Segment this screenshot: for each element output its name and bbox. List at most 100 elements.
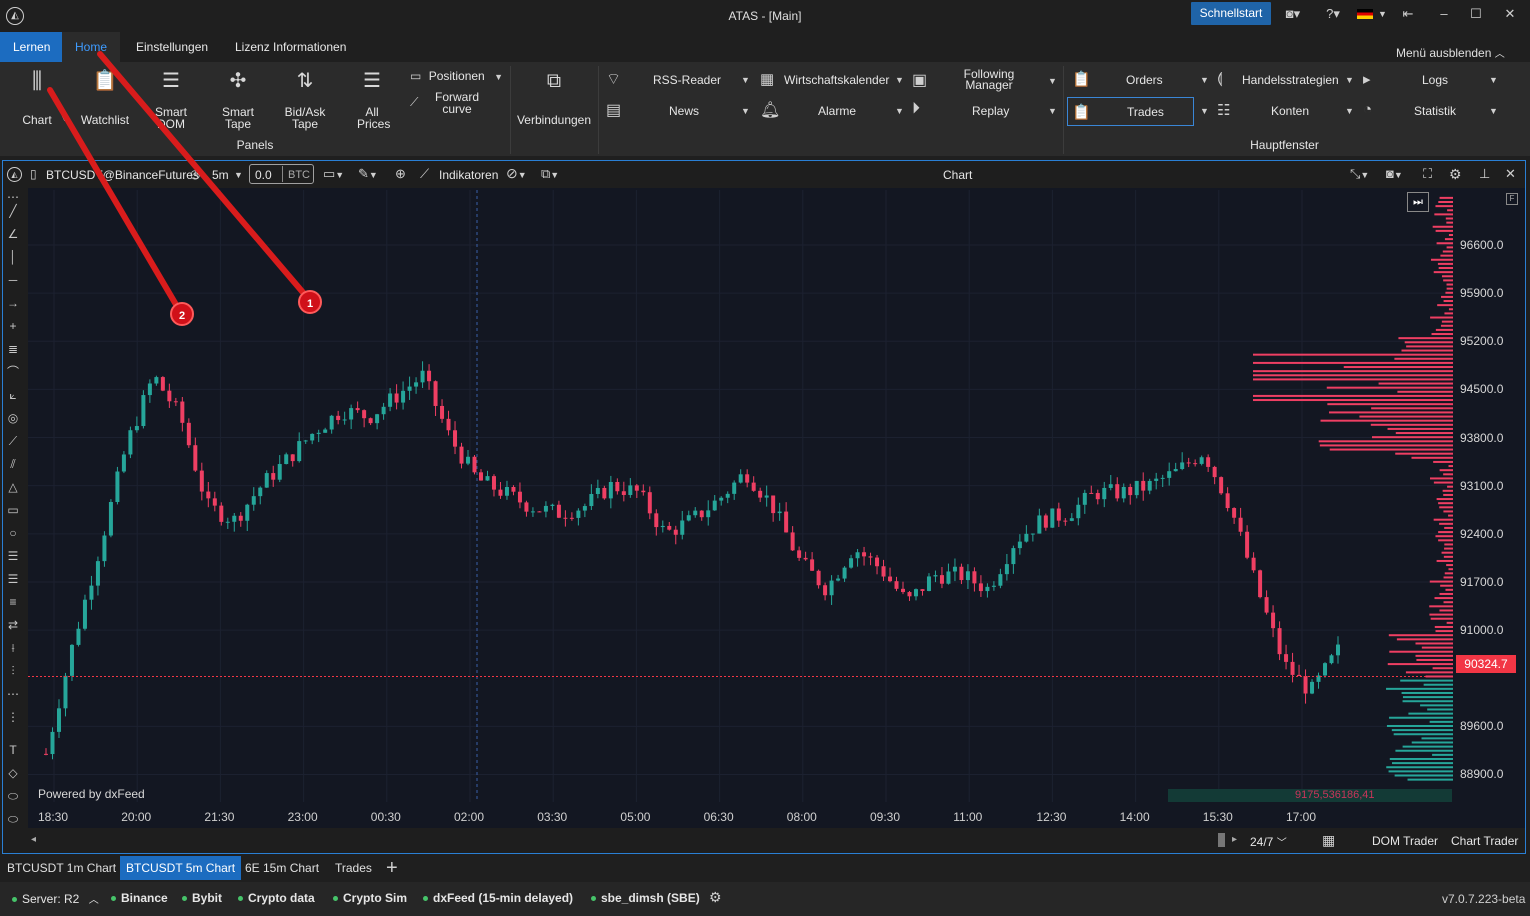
replay-button[interactable]: ⏵ Replay ▼ — [912, 100, 1060, 122]
hatch-icon[interactable]: ⫽ — [10, 457, 16, 471]
konten-button[interactable]: ☷ Konten ▼ — [1215, 100, 1357, 122]
add-tab-icon[interactable]: + — [386, 857, 398, 879]
following-manager-button[interactable]: ▣ Following Manager ▼ — [912, 66, 1060, 94]
trades-caret-icon[interactable]: ▼ — [1200, 106, 1209, 116]
channel-tool-icon[interactable]: ≣ — [7, 342, 19, 356]
range-icon[interactable]: ⋯ — [7, 687, 19, 701]
chart-close-icon[interactable]: ✕ — [1505, 166, 1516, 181]
pin-icon[interactable]: ⊥ — [1479, 166, 1491, 181]
help-icon[interactable]: ?▾ — [1326, 6, 1340, 21]
text-tool-icon[interactable]: T — [9, 743, 17, 757]
eraser-icon[interactable]: ⬭ — [7, 789, 19, 803]
tab-lizenz[interactable]: Lizenz Informationen — [235, 40, 347, 54]
horizontal-line-icon[interactable]: ─ — [8, 273, 18, 287]
orders-button[interactable]: 📋 Orders ▼ — [1068, 69, 1210, 91]
scroll-to-end-icon[interactable]: ⏭ — [1407, 192, 1429, 212]
gear-icon[interactable]: ⚙ — [1449, 166, 1462, 182]
logs-button[interactable]: ▸ Logs ▼ — [1361, 69, 1501, 91]
price-axis[interactable] — [1453, 190, 1525, 802]
volume-input[interactable]: 0.0 BTC — [249, 164, 314, 184]
layout-icon[interactable]: ⧉▼ — [541, 166, 560, 181]
scroll-left-icon[interactable]: ◂ — [31, 834, 37, 845]
angle-tool-icon[interactable]: ∠ — [7, 227, 19, 241]
connection-binance[interactable]: Binance — [111, 891, 168, 905]
triangle-icon[interactable]: △ — [8, 480, 18, 494]
server-status[interactable]: Server: R2 ︿ — [12, 891, 99, 906]
scrollbar-thumb[interactable] — [1218, 833, 1225, 847]
doc-tab-btc-1m[interactable]: BTCUSDT 1m Chart — [7, 861, 117, 875]
minimize-icon[interactable]: – — [1440, 6, 1448, 21]
doc-tab-trades[interactable]: Trades — [335, 861, 372, 875]
rss-reader-button[interactable]: ⌔ RSS-Reader ▼ — [606, 69, 754, 91]
connection-crypto-sim[interactable]: Crypto Sim — [333, 891, 407, 905]
positionen-button[interactable]: ▭ Positionen ▼ — [410, 69, 510, 85]
close-icon[interactable]: ✕ — [1504, 6, 1516, 21]
scroll-right-icon[interactable]: ▸ — [1232, 834, 1238, 845]
wirtschaftskalender-button[interactable]: ▦ Wirtschaftskalender ▼ — [760, 69, 906, 91]
arrow-tool-icon[interactable]: → — [7, 296, 19, 310]
screenshot-icon[interactable]: ◙▼ — [1386, 166, 1403, 181]
chart-trader-button[interactable]: Chart Trader — [1451, 834, 1519, 848]
indicators-button[interactable]: Indikatoren — [439, 168, 499, 182]
verbindungen-button[interactable]: ⧉ Verbindungen — [514, 70, 594, 130]
news-button[interactable]: ▤ News ▼ — [606, 100, 754, 122]
forward-curve-button[interactable]: ⟋ Forward curve — [410, 91, 510, 119]
pencil-icon[interactable]: ✎▼ — [358, 166, 378, 181]
fibo-ext-icon[interactable]: ☰ — [7, 572, 19, 586]
all-prices-button[interactable]: ☰ All Prices — [348, 70, 396, 130]
time-axis[interactable] — [28, 802, 1453, 828]
maximize-icon[interactable]: ☐ — [1470, 6, 1482, 21]
alarme-button[interactable]: 🔔︎ Alarme ▼ — [760, 100, 906, 122]
chart-plot-area[interactable] — [28, 190, 1453, 802]
watchlist-button[interactable]: 📋 Watchlist — [76, 70, 134, 130]
bidask-tape-button[interactable]: ⇅ Bid/Ask Tape — [278, 70, 332, 130]
doc-tab-6e-15m[interactable]: 6E 15m Chart — [245, 861, 320, 875]
handelsstrategien-button[interactable]: ⟬ Handelsstrategien ▼ — [1215, 69, 1357, 91]
tab-einstellungen[interactable]: Einstellungen — [136, 40, 209, 54]
tag-icon[interactable]: ◇ — [8, 766, 18, 780]
connection-dxfeed[interactable]: dxFeed (15-min delayed) — [423, 891, 573, 905]
hide-menu-button[interactable]: Menü ausblenden ︿ — [1396, 45, 1505, 60]
cross-tool-icon[interactable]: + — [9, 319, 17, 333]
dom-trader-button[interactable]: DOM Trader — [1372, 834, 1439, 848]
statistik-button[interactable]: ◔ Statistik ▼ — [1361, 100, 1501, 122]
tab-lernen[interactable]: Lernen — [0, 32, 64, 62]
autofit-icon[interactable]: F — [1506, 193, 1518, 205]
rectangle-icon[interactable]: ▭ — [7, 503, 19, 517]
doc-tab-btc-5m[interactable]: BTCUSDT 5m Chart — [120, 856, 242, 880]
trades-button[interactable]: 📋 Trades — [1067, 97, 1194, 126]
profile-icon[interactable]: ⇄ — [7, 618, 19, 632]
quickstart-button[interactable]: Schnellstart — [1191, 2, 1271, 25]
calendar-icon[interactable]: ▦ — [1322, 832, 1336, 848]
timeframe-caret-icon[interactable]: ▼ — [234, 170, 243, 180]
tab-home[interactable]: Home — [62, 32, 121, 62]
regression-icon[interactable]: ⟊ — [11, 641, 15, 655]
connection-settings-gear-icon[interactable]: ⚙ — [709, 889, 722, 905]
smart-tape-button[interactable]: ✣ Smart Tape — [213, 70, 263, 130]
vertical-line-icon[interactable]: │ — [9, 250, 17, 264]
ruler-icon[interactable]: ⟋ — [8, 434, 18, 448]
chart-button[interactable]: ⫼ Chart — [14, 70, 60, 130]
level-icon[interactable]: ≡ — [9, 595, 17, 609]
collapse-arrows-icon[interactable]: ⤡▼ — [1350, 166, 1370, 181]
connection-bybit[interactable]: Bybit — [182, 891, 222, 905]
cluster-icon[interactable]: ⫶ — [11, 664, 15, 678]
connection-crypto-data[interactable]: Crypto data — [238, 891, 315, 905]
symbol-selector[interactable]: BTCUSDT@BinanceFutures — [46, 168, 199, 182]
ellipse-icon[interactable]: ○ — [9, 526, 17, 540]
timeframe-selector[interactable]: 5m — [212, 168, 229, 182]
fullscreen-icon[interactable]: ⛶ — [1423, 166, 1433, 181]
vertical-range-icon[interactable]: ⋮ — [7, 710, 19, 724]
german-flag-icon[interactable] — [1357, 9, 1373, 19]
crosshair-icon[interactable]: ⊘▼ — [506, 165, 527, 181]
camera-icon[interactable]: ◙▾ — [1285, 6, 1301, 21]
connection-sbe[interactable]: sbe_dimsh (SBE) — [591, 891, 700, 905]
fan-tool-icon[interactable]: ⟀ — [9, 388, 17, 402]
line-tool-icon[interactable]: ╱ — [9, 204, 17, 218]
circle-target-icon[interactable]: ◎ — [7, 411, 19, 425]
restore-arrows-icon[interactable]: ⇤ — [1402, 6, 1414, 21]
zoom-icon[interactable]: ⊕ — [395, 166, 406, 181]
fibo-icon[interactable]: ☰ — [7, 549, 19, 563]
session-selector[interactable]: 24/7 ﹀ — [1250, 834, 1287, 849]
shape-icon[interactable]: ⬭ — [7, 812, 19, 826]
